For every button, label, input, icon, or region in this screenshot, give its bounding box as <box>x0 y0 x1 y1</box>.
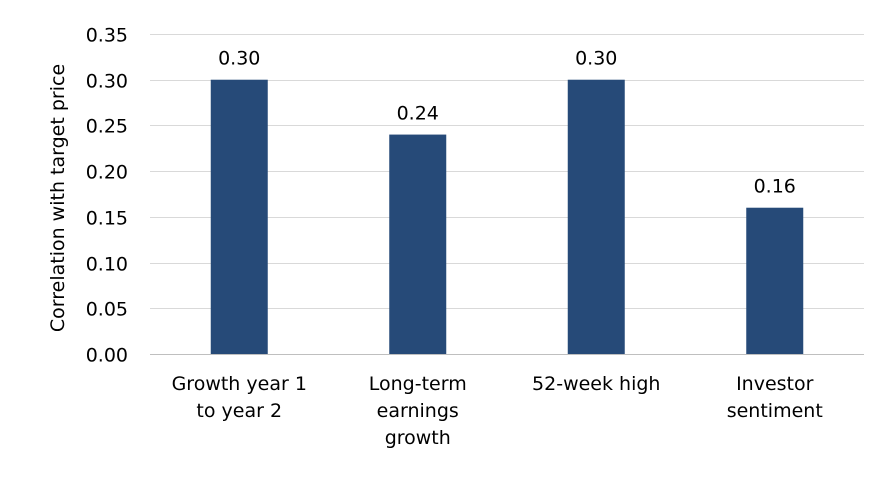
y-tick-label: 0.25 <box>86 116 128 138</box>
category-label: Long-term earnings growth <box>369 373 467 449</box>
data-label: 0.30 <box>575 48 617 70</box>
y-axis-ticks: 0.00 0.05 0.10 0.15 0.20 0.25 0.30 0.35 <box>86 25 128 367</box>
y-tick-label: 0.05 <box>86 299 128 321</box>
bar <box>389 134 447 354</box>
y-tick-label: 0.20 <box>86 162 128 184</box>
data-label: 0.16 <box>754 176 796 198</box>
y-tick-label: 0.30 <box>86 71 128 93</box>
y-tick-label: 0.00 <box>86 345 128 367</box>
x-axis-categories: Growth year 1 to year 2 Long-term earnings g… <box>172 373 823 449</box>
bar <box>746 207 804 354</box>
category-label: Growth year 1 to year 2 <box>172 373 307 422</box>
bar <box>567 79 625 354</box>
bars <box>210 79 804 354</box>
y-tick-label: 0.10 <box>86 254 128 276</box>
y-axis-title: Correlation with target price <box>47 64 69 332</box>
category-label: Investor sentiment <box>727 373 823 422</box>
gridlines <box>150 34 864 355</box>
y-tick-label: 0.35 <box>86 25 128 47</box>
category-label: 52-week high <box>532 373 660 395</box>
bar <box>210 79 268 354</box>
data-labels: 0.30 0.24 0.30 0.16 <box>218 48 796 198</box>
data-label: 0.30 <box>218 48 260 70</box>
data-label: 0.24 <box>397 103 439 125</box>
y-tick-label: 0.15 <box>86 208 128 230</box>
